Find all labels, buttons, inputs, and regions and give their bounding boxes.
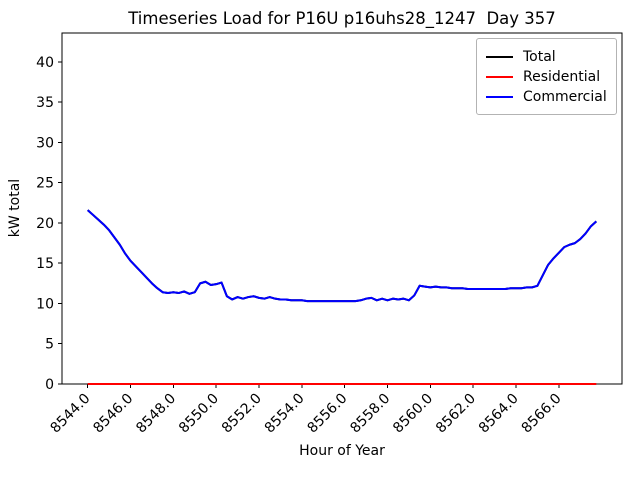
x-tick-label: 8548.0 — [133, 391, 179, 437]
x-axis-label: Hour of Year — [299, 443, 385, 459]
y-tick-label: 20 — [36, 216, 54, 232]
x-tick-label: 8544.0 — [48, 391, 94, 437]
legend-label-residential: Residential — [523, 68, 601, 85]
x-tick-label: 8550.0 — [176, 391, 222, 437]
x-tick-label: 8554.0 — [262, 391, 308, 437]
y-tick-label: 30 — [36, 135, 54, 151]
x-tick-label: 8566.0 — [519, 391, 565, 437]
x-tick-label: 8564.0 — [476, 391, 522, 437]
chart-title: Timeseries Load for P16U p16uhs28_1247 D… — [128, 9, 556, 28]
legend-label-total: Total — [523, 48, 556, 65]
x-tick-label: 8556.0 — [305, 391, 351, 437]
legend-label-commercial: Commercial — [523, 88, 607, 105]
legend-item-commercial: Commercial — [486, 87, 607, 106]
y-tick-label: 15 — [36, 256, 54, 272]
y-tick-label: 5 — [45, 337, 54, 353]
y-tick-label: 25 — [36, 176, 54, 192]
x-tick-label: 8552.0 — [219, 391, 265, 437]
y-tick-label: 10 — [36, 296, 54, 312]
legend-line-residential-swatch — [486, 75, 513, 78]
series-line-commercial — [87, 209, 597, 303]
x-tick-label: 8546.0 — [90, 391, 136, 437]
y-tick-label: 40 — [36, 55, 54, 71]
x-tick-label: 8560.0 — [390, 391, 436, 437]
legend-line-commercial-swatch — [486, 95, 513, 98]
legend-item-total: Total — [486, 47, 607, 66]
x-tick-label: 8562.0 — [433, 391, 479, 437]
x-tick-label: 8558.0 — [347, 391, 393, 437]
y-tick-label: 0 — [45, 377, 54, 393]
y-tick-label: 35 — [36, 95, 54, 111]
legend-line-total-swatch — [486, 55, 513, 58]
legend-item-residential: Residential — [486, 67, 607, 86]
legend: Total Residential Commercial — [476, 38, 617, 115]
